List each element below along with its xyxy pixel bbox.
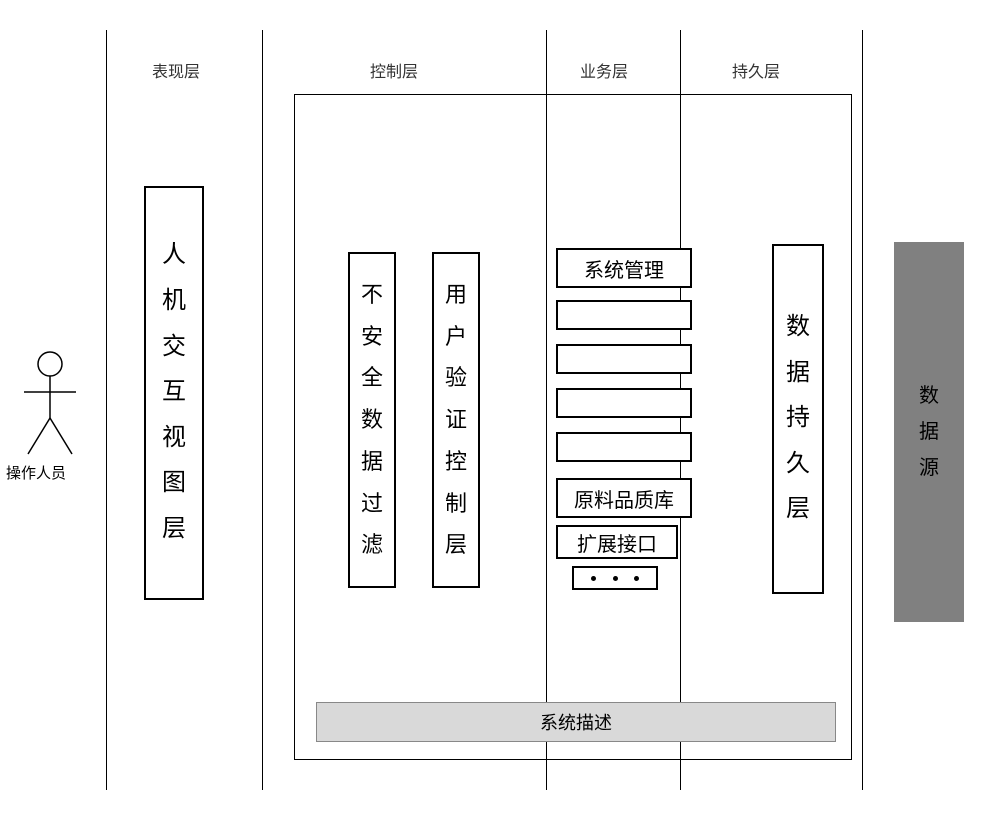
biz-more-ellipsis — [572, 566, 658, 590]
unsafe-data-filter-label: 不安全数据过滤 — [350, 254, 394, 586]
system-description-bar: 系统描述 — [316, 702, 836, 742]
header-business: 业务层 — [580, 58, 628, 82]
hmi-view-layer-box: 人机交互视图层 — [144, 186, 204, 600]
dot-icon — [591, 576, 596, 581]
header-persistence: 持久层 — [732, 58, 780, 82]
header-presentation: 表现层 — [152, 58, 200, 82]
datasource-label: 数据源 — [919, 378, 939, 486]
divider-line — [106, 30, 107, 790]
divider-line — [262, 30, 263, 790]
biz-extension-interface: 扩展接口 — [556, 525, 678, 559]
dot-icon — [613, 576, 618, 581]
operator-label: 操作人员 — [6, 462, 66, 483]
biz-item-empty — [556, 300, 692, 330]
user-auth-control-box: 用户验证控制层 — [432, 252, 480, 588]
biz-item-empty — [556, 432, 692, 462]
header-control: 控制层 — [370, 58, 418, 82]
biz-item-empty — [556, 388, 692, 418]
biz-item-empty — [556, 344, 692, 374]
operator-icon — [18, 350, 82, 460]
divider-line — [862, 30, 863, 790]
hmi-view-layer-label: 人机交互视图层 — [146, 188, 202, 598]
data-persistence-box: 数据持久层 — [772, 244, 824, 594]
biz-material-quality-db: 原料品质库 — [556, 478, 692, 518]
user-auth-control-label: 用户验证控制层 — [434, 254, 478, 586]
dot-icon — [634, 576, 639, 581]
biz-system-management: 系统管理 — [556, 248, 692, 288]
datasource-box: 数据源 — [894, 242, 964, 622]
data-persistence-label: 数据持久层 — [774, 246, 822, 592]
unsafe-data-filter-box: 不安全数据过滤 — [348, 252, 396, 588]
